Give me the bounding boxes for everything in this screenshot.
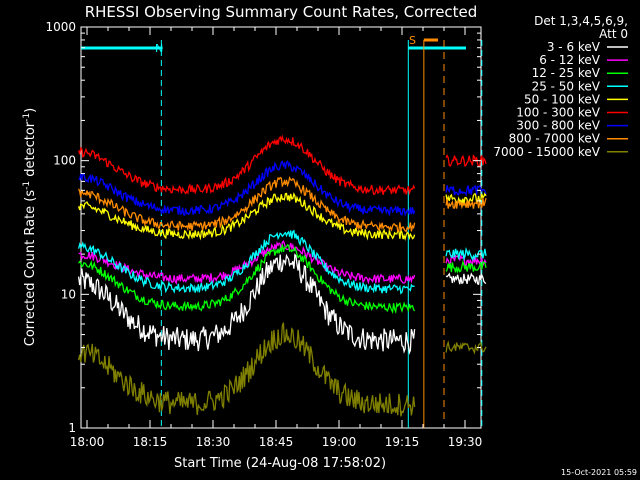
legend-label: 3 - 6 keV bbox=[547, 40, 601, 54]
ticks-layer: 18:00 18:15 18:30 18:45 19:00 19:15 19:30 1 10 10… bbox=[45, 20, 482, 449]
x-tick-label: 19:15 bbox=[385, 435, 420, 449]
series-line bbox=[78, 160, 416, 217]
legend-label: 50 - 100 keV bbox=[524, 92, 601, 106]
series-line bbox=[77, 322, 416, 417]
series-line bbox=[77, 192, 416, 242]
series-line-late bbox=[445, 198, 487, 210]
legend-label: 800 - 7000 keV bbox=[509, 132, 601, 146]
saa-label: S bbox=[409, 34, 416, 47]
series-line-late bbox=[445, 184, 487, 197]
footer-timestamp: 15-Oct-2021 05:59 bbox=[561, 468, 637, 477]
series-layer bbox=[77, 134, 487, 417]
legend-label: 12 - 25 keV bbox=[532, 66, 601, 80]
series-line-late bbox=[445, 340, 487, 355]
series-line bbox=[77, 253, 416, 356]
y-tick-label: 1000 bbox=[45, 20, 76, 34]
x-axis-label: Start Time (24-Aug-08 17:58:02) bbox=[174, 456, 386, 471]
series-line bbox=[78, 240, 416, 285]
y-tick-label: 10 bbox=[61, 287, 76, 301]
series-line-late bbox=[445, 191, 487, 207]
legend-label: 6 - 12 keV bbox=[539, 53, 601, 67]
y-tick-label: 100 bbox=[53, 154, 76, 168]
series-line-late bbox=[445, 246, 487, 262]
series-line bbox=[77, 134, 416, 196]
x-tick-label: 18:45 bbox=[259, 435, 294, 449]
y-tick-label: 1 bbox=[68, 421, 76, 435]
legend-label: 25 - 50 keV bbox=[532, 79, 601, 93]
legend-header-1: Det 1,3,4,5,6,9, bbox=[534, 14, 628, 28]
legend-label: 100 - 300 keV bbox=[516, 106, 600, 120]
legend-header-2: Att 0 bbox=[599, 27, 628, 41]
x-tick-label: 18:15 bbox=[133, 435, 168, 449]
legend-label: 7000 - 15000 keV bbox=[493, 145, 600, 159]
y-axis-label: Corrected Count Rate (s-1 detector-1) bbox=[22, 108, 38, 346]
series-line-late bbox=[445, 153, 487, 168]
night-label: N bbox=[155, 42, 163, 55]
x-tick-label: 18:00 bbox=[70, 435, 105, 449]
chart-title: RHESSI Observing Summary Count Rates, Co… bbox=[85, 3, 478, 21]
x-tick-label: 19:30 bbox=[448, 435, 483, 449]
series-line bbox=[77, 229, 415, 295]
plot-frame bbox=[80, 26, 482, 429]
legend-label: 300 - 800 keV bbox=[516, 119, 600, 133]
x-tick-label: 18:30 bbox=[196, 435, 231, 449]
annotations-layer: NS bbox=[81, 34, 483, 428]
x-tick-label: 19:00 bbox=[322, 435, 357, 449]
series-line-late bbox=[445, 259, 487, 274]
series-line-late bbox=[445, 272, 487, 286]
series-line bbox=[78, 175, 416, 233]
series-line bbox=[78, 243, 416, 315]
